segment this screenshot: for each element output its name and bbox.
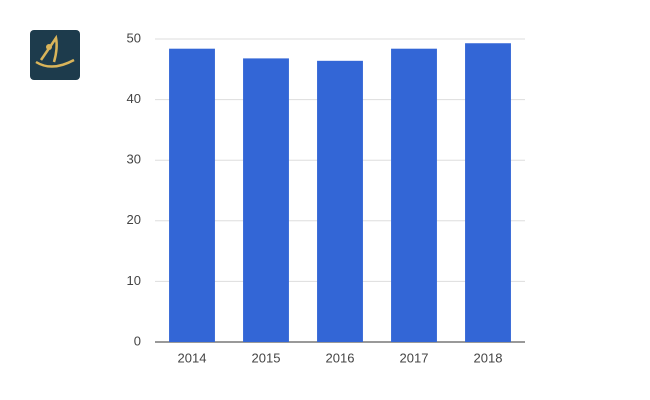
x-tick-label: 2017 — [400, 350, 429, 365]
y-tick-label: 30 — [127, 152, 141, 167]
x-tick-label: 2015 — [252, 350, 281, 365]
y-tick-label: 0 — [134, 333, 141, 348]
bar — [169, 48, 215, 343]
x-tick-label: 2018 — [474, 350, 503, 365]
x-tick-label: 2014 — [178, 350, 207, 365]
logo-mark — [35, 34, 75, 68]
logo — [30, 30, 80, 80]
y-tick-label: 50 — [127, 30, 141, 45]
y-tick-label: 10 — [127, 273, 141, 288]
y-tick-label: 40 — [127, 91, 141, 106]
y-tick-label: 20 — [127, 212, 141, 227]
logo-dot — [46, 44, 52, 50]
bar — [391, 48, 437, 343]
x-tick-label: 2016 — [326, 350, 355, 365]
bar — [243, 58, 289, 342]
bar — [317, 60, 363, 342]
bar — [465, 43, 511, 342]
